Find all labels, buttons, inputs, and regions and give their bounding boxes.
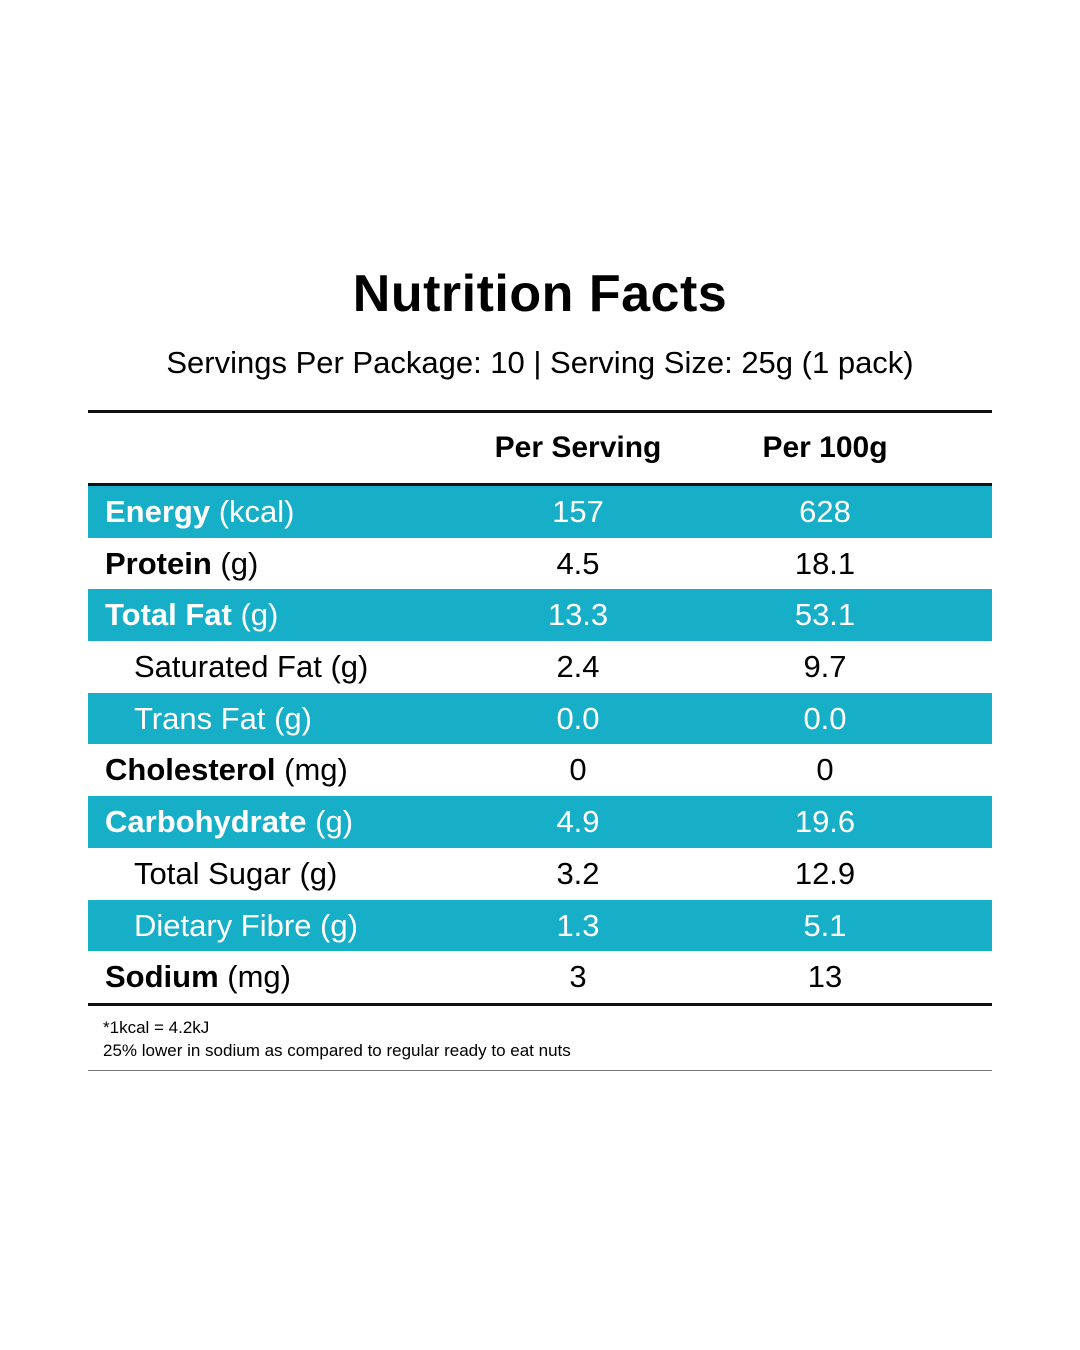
nutrient-unit: (mg) <box>275 752 348 788</box>
footnotes: *1kcal = 4.2kJ 25% lower in sodium as co… <box>88 1006 992 1071</box>
nutrient-name: Carbohydrate (g) <box>105 796 353 848</box>
table-header: Per Serving Per 100g <box>88 413 992 486</box>
nutrient-label: Dietary Fibre <box>134 907 312 943</box>
nutrient-name: Total Fat (g) <box>105 589 278 641</box>
nutrient-unit: (mg) <box>218 959 291 995</box>
per-100g-value: 13 <box>807 959 843 995</box>
nutrient-name: Protein (g) <box>105 538 258 590</box>
per-serving-value: 0 <box>569 752 587 788</box>
nutrient-label: Carbohydrate <box>105 804 307 840</box>
table-row: Carbohydrate (g) 4.9 19.6 <box>88 796 992 848</box>
nutrient-label: Energy <box>105 494 211 529</box>
per-100g-value: 9.7 <box>803 649 847 685</box>
table-row: Trans Fat (g) 0.0 0.0 <box>88 692 992 745</box>
per-serving-value: 2.4 <box>556 649 600 685</box>
per-serving-value: 3.2 <box>556 855 600 891</box>
table-row: Saturated Fat (g) 2.4 9.7 <box>88 641 992 693</box>
footnote-sodium-claim: 25% lower in sodium as compared to regul… <box>103 1040 571 1060</box>
table-divider: *1kcal = 4.2kJ 25% lower in sodium as co… <box>88 1002 992 1071</box>
nutrient-label: Total Fat <box>105 597 232 633</box>
page-title: Nutrition Facts <box>352 265 728 323</box>
per-serving-value: 4.5 <box>556 545 600 581</box>
per-serving-value: 1.3 <box>556 907 600 943</box>
footnote-energy-conversion: *1kcal = 4.2kJ <box>103 1017 210 1037</box>
serving-info: Servings Per Package: 10 | Serving Size:… <box>166 345 914 380</box>
per-100g-value: 18.1 <box>794 545 856 581</box>
nutrient-label: Total Sugar <box>134 855 291 891</box>
header-per-100g: Per 100g <box>762 431 888 464</box>
nutrient-unit: (g) <box>290 855 338 891</box>
nutrient-name: Trans Fat (g) <box>134 693 312 745</box>
header-per-serving: Per Serving <box>494 431 662 464</box>
table-row: Total Fat (g) 13.3 53.1 <box>88 589 992 642</box>
nutrient-label: Sodium <box>105 959 219 995</box>
per-100g-value: 628 <box>799 494 851 529</box>
per-100g-value: 53.1 <box>794 597 856 633</box>
nutrient-name: Saturated Fat (g) <box>134 641 368 693</box>
nutrient-label: Saturated Fat <box>134 649 322 685</box>
nutrient-unit: (kcal) <box>210 494 295 529</box>
nutrient-unit: (g) <box>231 597 279 633</box>
per-serving-value: 13.3 <box>547 597 609 633</box>
nutrient-unit: (g) <box>311 907 358 943</box>
per-100g-value: 5.1 <box>803 907 847 943</box>
nutrient-name: Sodium (mg) <box>105 951 291 1003</box>
table-row: Protein (g) 4.5 18.1 <box>88 538 992 590</box>
per-serving-value: 4.9 <box>556 804 600 840</box>
nutrient-label: Protein <box>105 545 212 581</box>
table-row: Sodium (mg) 3 13 <box>88 951 992 1003</box>
per-serving-value: 3 <box>569 959 587 995</box>
table-row: Cholesterol (mg) 0 0 <box>88 744 992 796</box>
table-row: Energy (kcal) 157 628 <box>88 486 992 538</box>
nutrient-unit: (g) <box>211 545 259 581</box>
nutrient-label: Trans Fat <box>134 700 266 736</box>
nutrient-label: Cholesterol <box>105 752 276 788</box>
nutrition-table: Per Serving Per 100g Energy (kcal) 157 6… <box>88 410 992 1071</box>
nutrient-name: Dietary Fibre (g) <box>134 900 358 952</box>
per-100g-value: 0 <box>816 752 834 788</box>
per-serving-value: 0.0 <box>556 700 600 736</box>
per-100g-value: 19.6 <box>794 804 856 840</box>
per-100g-value: 0.0 <box>803 700 847 736</box>
table-row: Dietary Fibre (g) 1.3 5.1 <box>88 899 992 952</box>
nutrient-name: Energy (kcal) <box>105 486 295 538</box>
table-row: Total Sugar (g) 3.2 12.9 <box>88 848 992 900</box>
nutrient-name: Cholesterol (mg) <box>105 744 348 796</box>
nutrient-unit: (g) <box>265 700 312 736</box>
per-serving-value: 157 <box>552 494 604 529</box>
nutrient-unit: (g) <box>306 804 354 840</box>
per-100g-value: 12.9 <box>794 855 856 891</box>
nutrient-name: Total Sugar (g) <box>134 848 337 900</box>
nutrient-unit: (g) <box>321 649 369 685</box>
